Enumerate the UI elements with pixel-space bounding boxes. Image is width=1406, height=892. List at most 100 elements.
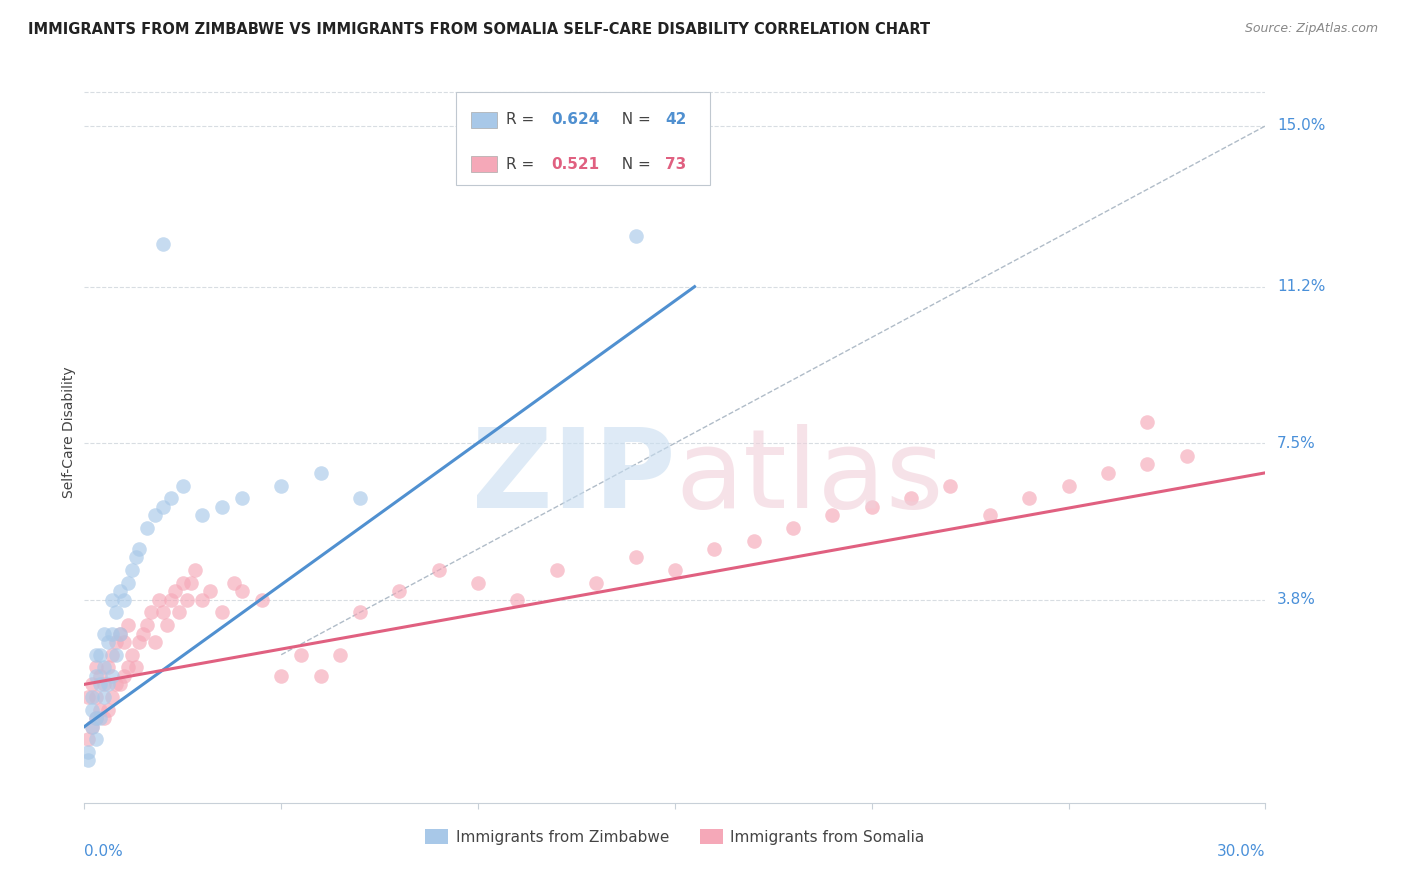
Point xyxy=(101,626,124,640)
Point xyxy=(900,491,922,506)
Bar xyxy=(471,112,496,128)
Point xyxy=(349,606,371,620)
Point xyxy=(82,720,104,734)
Point xyxy=(427,563,450,577)
Point xyxy=(1175,449,1198,463)
Point xyxy=(388,584,411,599)
Text: 11.2%: 11.2% xyxy=(1277,279,1326,294)
Text: 42: 42 xyxy=(665,112,686,128)
Point xyxy=(200,584,222,599)
Point xyxy=(108,584,131,599)
Point xyxy=(156,618,179,632)
Point xyxy=(624,550,647,565)
Point xyxy=(1057,478,1080,492)
Point xyxy=(77,732,100,747)
Point xyxy=(703,541,725,556)
Text: IMMIGRANTS FROM ZIMBABWE VS IMMIGRANTS FROM SOMALIA SELF-CARE DISABILITY CORRELA: IMMIGRANTS FROM ZIMBABWE VS IMMIGRANTS F… xyxy=(28,22,931,37)
Text: N =: N = xyxy=(612,157,657,172)
Point xyxy=(93,690,115,704)
Point xyxy=(82,703,104,717)
Point xyxy=(309,466,332,480)
Point xyxy=(222,575,245,590)
Point xyxy=(231,491,253,506)
Point xyxy=(97,703,120,717)
Point xyxy=(112,669,135,683)
Bar xyxy=(457,92,710,185)
Point xyxy=(782,521,804,535)
Point xyxy=(89,711,111,725)
Point xyxy=(77,690,100,704)
Point xyxy=(290,648,312,662)
Point xyxy=(742,533,765,548)
Point xyxy=(97,660,120,674)
Point xyxy=(89,648,111,662)
Text: N =: N = xyxy=(612,112,657,128)
Point xyxy=(143,508,166,522)
Point xyxy=(152,606,174,620)
Point xyxy=(101,648,124,662)
Point xyxy=(112,592,135,607)
Point xyxy=(309,669,332,683)
Point xyxy=(89,703,111,717)
Point xyxy=(585,575,607,590)
Point xyxy=(180,575,202,590)
Point xyxy=(117,575,139,590)
Text: ZIP: ZIP xyxy=(471,424,675,531)
Point xyxy=(84,711,107,725)
Point xyxy=(1136,458,1159,472)
Point xyxy=(124,660,146,674)
Point xyxy=(93,660,115,674)
Point xyxy=(163,584,186,599)
Point xyxy=(167,606,190,620)
Point xyxy=(121,563,143,577)
Text: 15.0%: 15.0% xyxy=(1277,119,1326,134)
Text: R =: R = xyxy=(506,157,538,172)
Point xyxy=(128,541,150,556)
Point xyxy=(101,669,124,683)
Point xyxy=(84,690,107,704)
Legend: Immigrants from Zimbabwe, Immigrants from Somalia: Immigrants from Zimbabwe, Immigrants fro… xyxy=(419,822,931,851)
Point xyxy=(141,606,163,620)
Point xyxy=(82,720,104,734)
Point xyxy=(143,635,166,649)
Text: R =: R = xyxy=(506,112,538,128)
Text: 7.5%: 7.5% xyxy=(1277,435,1316,450)
Point xyxy=(97,677,120,691)
Text: 3.8%: 3.8% xyxy=(1277,592,1316,607)
Point xyxy=(349,491,371,506)
Point xyxy=(191,592,214,607)
Point xyxy=(506,592,529,607)
Point xyxy=(93,626,115,640)
Point xyxy=(101,690,124,704)
Point xyxy=(152,237,174,252)
Point xyxy=(183,563,205,577)
Y-axis label: Self-Care Disability: Self-Care Disability xyxy=(62,367,76,499)
Point xyxy=(77,754,100,768)
Point xyxy=(93,711,115,725)
Point xyxy=(112,635,135,649)
Point xyxy=(97,635,120,649)
Point xyxy=(821,508,844,522)
Point xyxy=(82,677,104,691)
Point xyxy=(108,677,131,691)
Point xyxy=(108,626,131,640)
Point xyxy=(117,618,139,632)
Point xyxy=(93,677,115,691)
Text: Source: ZipAtlas.com: Source: ZipAtlas.com xyxy=(1244,22,1378,36)
Point xyxy=(467,575,489,590)
Point xyxy=(104,677,127,691)
Point xyxy=(77,745,100,759)
Text: 0.521: 0.521 xyxy=(551,157,599,172)
Point xyxy=(136,618,159,632)
Point xyxy=(104,606,127,620)
Point xyxy=(172,575,194,590)
Point xyxy=(132,626,155,640)
Point xyxy=(148,592,170,607)
Point xyxy=(136,521,159,535)
Point xyxy=(108,626,131,640)
Point xyxy=(82,690,104,704)
Point xyxy=(270,478,292,492)
Text: 73: 73 xyxy=(665,157,686,172)
Point xyxy=(250,592,273,607)
Bar xyxy=(471,156,496,172)
